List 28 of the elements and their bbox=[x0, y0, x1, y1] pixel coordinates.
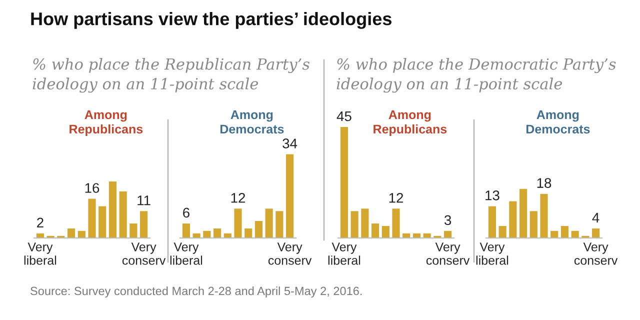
chart-title: Among Democrats bbox=[526, 110, 590, 134]
data-label: 12 bbox=[389, 192, 404, 203]
x-tick-label: Very conserv bbox=[268, 242, 312, 265]
data-label: 2 bbox=[37, 218, 44, 228]
x-tick-label: Very liberal bbox=[476, 242, 508, 265]
source-note: Source: Survey conducted March 2-28 and April 5-May 2, 2016. bbox=[30, 286, 362, 298]
data-label: 12 bbox=[231, 192, 246, 203]
chart-title: Among Democrats bbox=[220, 110, 284, 134]
chart-title: Among Republicans bbox=[70, 110, 143, 136]
data-label: 34 bbox=[282, 138, 298, 148]
data-label: 11 bbox=[138, 196, 150, 206]
x-tick-label: Very conserv bbox=[574, 242, 618, 265]
x-tick-label: Very liberal bbox=[328, 242, 360, 265]
x-tick-label: Very liberal bbox=[24, 242, 56, 265]
chart-subtitle: % who place the Republican Party’s ideology on an 11-point scale bbox=[32, 58, 310, 93]
data-label: 13 bbox=[486, 190, 500, 200]
x-tick-label: Very conserv bbox=[122, 242, 166, 265]
data-label: 6 bbox=[183, 208, 190, 218]
data-label: 3 bbox=[444, 215, 452, 226]
data-label: 16 bbox=[85, 183, 100, 193]
data-label: 18 bbox=[537, 178, 552, 188]
text: How partisans view the parties’ ideologies bbox=[31, 12, 392, 29]
data-label: 4 bbox=[592, 212, 600, 222]
x-tick-label: Very conserv bbox=[426, 242, 470, 265]
chart-subtitle: % who place the Democratic Party’s ideology on an 11-point scale bbox=[336, 58, 616, 93]
x-tick-label: Very liberal bbox=[170, 242, 202, 265]
data-label: 45 bbox=[336, 111, 352, 122]
chart-title: Among Republicans bbox=[374, 110, 447, 136]
